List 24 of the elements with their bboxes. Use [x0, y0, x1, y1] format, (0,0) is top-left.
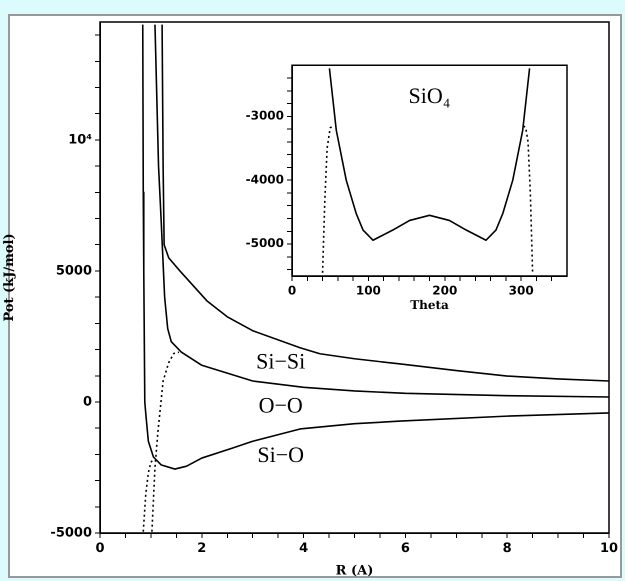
x-tick-label: 0 [95, 541, 105, 556]
annotation: SiO₄ [408, 82, 450, 108]
x-tick-label: 10 [600, 541, 618, 556]
y-tick-label: -3000 [246, 108, 284, 122]
x-tick-label: 8 [502, 541, 512, 556]
y-tick-label: -4000 [246, 172, 284, 186]
x-tick-label: 200 [432, 283, 458, 298]
series-label: Si−O [257, 442, 304, 467]
y-tick-label: 5000 [56, 263, 92, 278]
y-tick-label: 10⁴ [68, 132, 92, 148]
x-tick-label: 6 [400, 541, 410, 556]
y-axis-title: Pot (kJ/mol) [2, 233, 18, 322]
series-label: Si−Si [256, 348, 306, 374]
series-label: O−O [258, 392, 303, 418]
x-tick-label: 4 [299, 541, 308, 556]
x-tick-label: 2 [197, 541, 206, 556]
y-tick-label: 0 [82, 394, 92, 410]
x-axis-title: R (A) [336, 564, 374, 579]
x-axis-title: Theta [410, 298, 450, 312]
x-tick-label: 300 [508, 283, 534, 298]
y-tick-label: -5000 [50, 525, 92, 540]
x-tick-label: 100 [356, 283, 381, 298]
y-tick-label: -5000 [246, 236, 284, 250]
x-tick-label: 0 [288, 283, 296, 298]
